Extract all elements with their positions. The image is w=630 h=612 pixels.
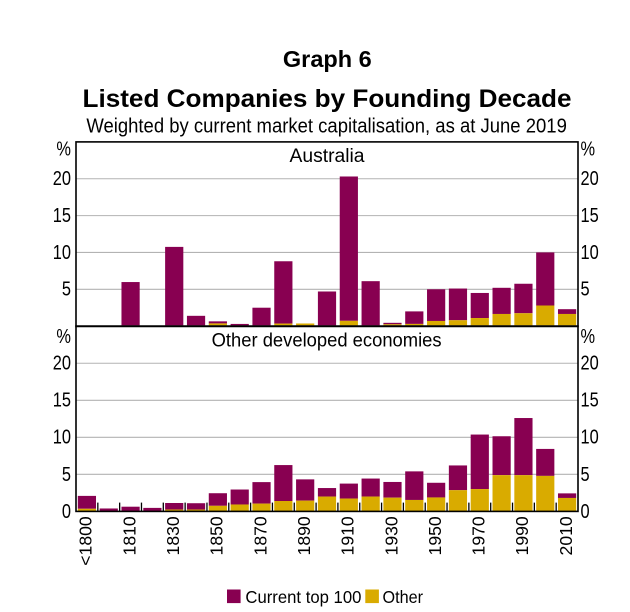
- svg-text:20: 20: [581, 351, 599, 374]
- svg-text:1890: 1890: [294, 516, 314, 555]
- svg-text:Other developed economies: Other developed economies: [212, 330, 442, 352]
- svg-text:2010: 2010: [556, 516, 576, 555]
- svg-text:%: %: [56, 137, 71, 160]
- svg-text:1810: 1810: [119, 516, 139, 555]
- svg-text:20: 20: [581, 167, 599, 190]
- svg-text:0: 0: [62, 499, 71, 522]
- svg-text:%: %: [581, 137, 596, 160]
- svg-text:%: %: [581, 325, 596, 348]
- svg-text:10: 10: [581, 425, 599, 448]
- svg-text:Current top 100: Current top 100: [245, 587, 361, 607]
- svg-text:10: 10: [53, 240, 71, 263]
- svg-text:Weighted by current market cap: Weighted by current market capitalisatio…: [86, 115, 567, 137]
- svg-text:Listed Companies by Founding D: Listed Companies by Founding Decade: [83, 85, 572, 113]
- svg-text:15: 15: [581, 203, 599, 226]
- svg-text:15: 15: [53, 388, 71, 411]
- svg-text:10: 10: [53, 425, 71, 448]
- svg-text:5: 5: [581, 462, 590, 485]
- svg-text:10: 10: [581, 240, 599, 263]
- svg-text:%: %: [56, 325, 71, 348]
- svg-text:5: 5: [62, 277, 71, 300]
- svg-text:15: 15: [581, 388, 599, 411]
- svg-text:1910: 1910: [338, 516, 358, 555]
- svg-text:1990: 1990: [512, 516, 532, 555]
- svg-text:1850: 1850: [207, 516, 227, 555]
- svg-text:0: 0: [581, 499, 590, 522]
- svg-text:5: 5: [62, 462, 71, 485]
- svg-text:20: 20: [53, 167, 71, 190]
- svg-text:Graph 6: Graph 6: [283, 46, 372, 72]
- svg-text:1830: 1830: [163, 516, 183, 555]
- svg-text:20: 20: [53, 351, 71, 374]
- svg-text:5: 5: [581, 277, 590, 300]
- svg-text:Australia: Australia: [289, 146, 364, 167]
- svg-text:<1800: <1800: [76, 516, 96, 566]
- svg-text:Other: Other: [383, 587, 424, 607]
- svg-text:15: 15: [53, 203, 71, 226]
- svg-text:1930: 1930: [381, 516, 401, 555]
- svg-text:1970: 1970: [469, 516, 489, 555]
- svg-text:1870: 1870: [250, 516, 270, 555]
- svg-text:1950: 1950: [425, 516, 445, 555]
